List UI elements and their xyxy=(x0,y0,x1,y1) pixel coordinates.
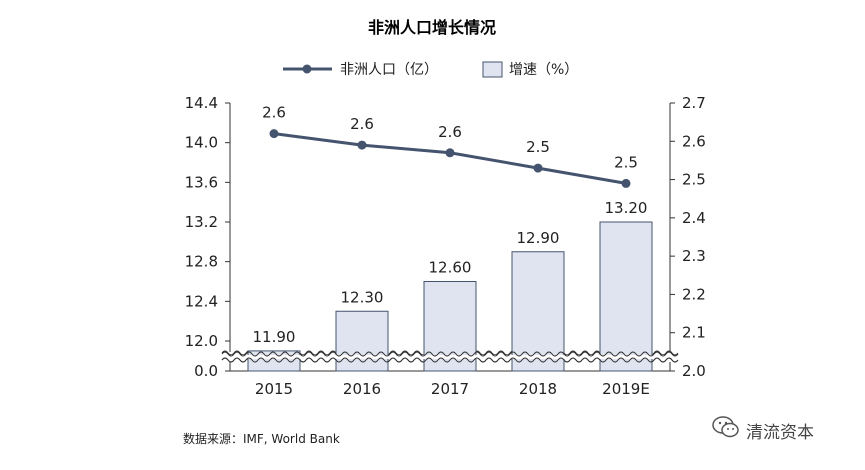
line-point xyxy=(357,140,367,150)
axis-break-mark xyxy=(221,357,679,363)
x-tick-label: 2015 xyxy=(255,380,293,398)
right-tick-label: 2.4 xyxy=(682,209,706,227)
line-point xyxy=(445,148,455,158)
left-tick-label: 13.6 xyxy=(185,173,218,191)
bar-value-label: 13.20 xyxy=(605,199,648,217)
right-tick-label: 2.3 xyxy=(682,247,706,265)
line-value-label: 2.6 xyxy=(438,123,462,141)
right-tick-label: 2.2 xyxy=(682,285,706,303)
line-value-label: 2.6 xyxy=(350,115,374,133)
line-point xyxy=(533,163,543,173)
left-tick-label: 0.0 xyxy=(194,362,218,380)
line-value-label: 2.5 xyxy=(614,153,638,171)
legend-label-population: 非洲人口（亿） xyxy=(340,62,438,78)
chart-title: 非洲人口增长情况 xyxy=(368,18,496,37)
legend-label-growth: 增速（%） xyxy=(509,62,578,78)
brand-name: 清流资本 xyxy=(746,423,814,443)
left-tick-label: 13.2 xyxy=(185,213,218,231)
axis-break-mark xyxy=(221,351,679,357)
bar-value-label: 12.60 xyxy=(429,259,472,277)
line-point xyxy=(269,129,279,139)
bar xyxy=(247,350,301,372)
right-tick-label: 2.5 xyxy=(682,171,706,189)
left-tick-label: 12.8 xyxy=(185,253,218,271)
wechat-icon xyxy=(712,416,739,438)
source-note: 数据来源：IMF, World Bank xyxy=(183,432,340,446)
line-value-label: 2.5 xyxy=(526,138,550,156)
left-tick-label: 12.0 xyxy=(185,332,218,350)
legend-bar-swatch xyxy=(482,61,503,78)
x-tick-label: 2017 xyxy=(431,380,469,398)
bar-value-label: 12.30 xyxy=(341,288,384,306)
left-tick-label: 14.4 xyxy=(185,94,218,112)
left-tick-label: 14.0 xyxy=(185,134,218,152)
x-tick-label: 2019E xyxy=(602,380,650,398)
bar-value-label: 12.90 xyxy=(517,229,560,247)
right-tick-label: 2.1 xyxy=(682,324,706,342)
right-tick-label: 2.7 xyxy=(682,94,706,112)
line-value-label: 2.6 xyxy=(262,104,286,122)
right-tick-label: 2.0 xyxy=(682,362,706,380)
left-tick-label: 12.4 xyxy=(185,292,218,310)
population-line xyxy=(273,132,627,185)
x-tick-label: 2018 xyxy=(519,380,557,398)
x-tick-label: 2016 xyxy=(343,380,381,398)
legend-line-marker xyxy=(302,64,312,74)
bar xyxy=(335,310,389,372)
right-tick-label: 2.6 xyxy=(682,132,706,150)
bar xyxy=(511,251,565,372)
line-point xyxy=(621,178,631,188)
bar xyxy=(599,221,653,372)
axis-break-gap xyxy=(231,355,669,359)
bar-value-label: 11.90 xyxy=(253,328,296,346)
